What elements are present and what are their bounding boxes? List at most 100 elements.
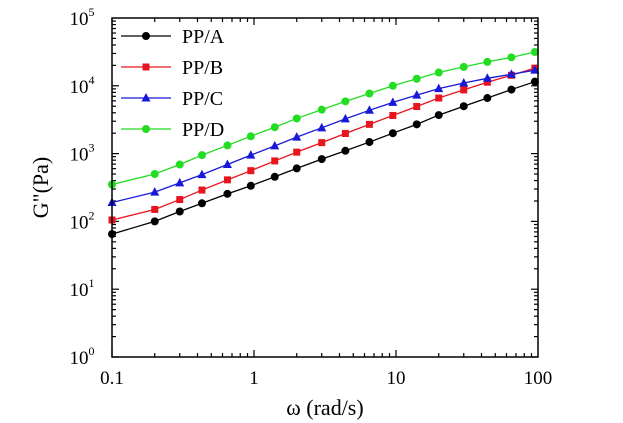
data-point	[292, 132, 302, 141]
data-point	[459, 77, 469, 87]
data-point	[413, 103, 421, 111]
data-point	[507, 85, 516, 94]
series-line	[111, 51, 535, 186]
x-tick-label: 10	[387, 368, 406, 389]
data-point	[317, 155, 326, 164]
data-point	[434, 68, 443, 77]
data-point	[150, 170, 159, 179]
data-point	[197, 151, 206, 160]
data-point	[483, 78, 491, 86]
data-point	[293, 148, 301, 156]
data-point	[412, 74, 421, 83]
data-point	[270, 140, 280, 150]
axis-ticks	[111, 18, 538, 358]
legend-label: PP/B	[182, 57, 223, 79]
data-point	[246, 150, 256, 159]
data-point	[530, 65, 540, 74]
plot-frame	[111, 17, 539, 358]
y-tick-label: 102	[70, 208, 95, 233]
data-point	[483, 57, 492, 66]
data-point	[223, 189, 232, 198]
data-point	[197, 199, 206, 208]
legend-label: PP/D	[182, 119, 224, 141]
y-tick-label: 104	[70, 73, 95, 98]
y-tick-label: 101	[70, 276, 95, 301]
legend-item: PP/B	[121, 57, 223, 79]
series-pp-c	[107, 65, 540, 207]
legend-item: PP/C	[121, 88, 223, 110]
data-point	[341, 129, 349, 137]
data-point	[365, 120, 373, 128]
data-point	[434, 111, 443, 120]
data-point	[317, 105, 326, 114]
data-point	[198, 186, 206, 194]
data-point	[292, 164, 301, 173]
data-point	[530, 77, 539, 86]
legend-marker	[142, 32, 150, 40]
data-point	[388, 97, 398, 106]
data-point	[388, 81, 397, 90]
data-point	[483, 94, 492, 103]
data-point	[175, 207, 184, 216]
data-point	[175, 177, 185, 187]
data-point	[460, 86, 468, 94]
y-tick-label: 100	[70, 344, 95, 369]
data-point	[412, 120, 421, 129]
x-tick-label: 0.1	[100, 368, 124, 389]
data-point	[150, 217, 159, 226]
data-point	[270, 123, 279, 132]
data-point	[389, 111, 397, 119]
data-point	[318, 139, 326, 147]
data-point	[150, 187, 160, 196]
y-tick-label: 105	[70, 5, 95, 30]
y-axis-title: G"(Pa)	[28, 157, 53, 219]
data-point	[340, 113, 350, 123]
axis-labels: 0.1 1 10 100 100 101 102 103 104 105 ω (rad/s) G"(P…	[28, 5, 552, 420]
data-point	[176, 196, 184, 204]
legend-marker	[142, 125, 150, 133]
series-pp-d	[108, 48, 539, 189]
data-point	[317, 122, 327, 132]
data-point	[341, 97, 350, 106]
data-point	[341, 146, 350, 155]
x-tick-label: 100	[524, 368, 553, 389]
data-point	[364, 105, 374, 114]
data-point	[222, 159, 232, 169]
series-line	[111, 67, 536, 221]
legend-item: PP/D	[121, 119, 224, 141]
data-point	[365, 138, 374, 147]
series-pp-a	[108, 77, 539, 239]
data-point	[459, 102, 468, 111]
legend-marker	[142, 63, 150, 71]
legend: PP/A PP/B PP/C PP/D	[121, 26, 225, 141]
legend-label: PP/A	[182, 26, 225, 48]
legend-label: PP/C	[182, 88, 223, 110]
data-point	[530, 48, 539, 57]
x-axis-title: ω (rad/s)	[286, 395, 363, 420]
data-point	[246, 132, 255, 141]
x-tick-label: 1	[249, 368, 259, 389]
data-point	[247, 167, 255, 175]
legend-marker	[141, 93, 151, 102]
data-point	[506, 69, 516, 78]
data-point	[292, 114, 301, 123]
data-point	[507, 53, 516, 62]
data-point	[246, 181, 255, 190]
data-point	[412, 90, 422, 99]
data-point	[197, 169, 207, 179]
data-point	[435, 94, 443, 102]
data-point	[175, 160, 184, 169]
data-point	[434, 83, 444, 93]
y-tick-label: 103	[70, 141, 95, 166]
data-point	[388, 129, 397, 138]
data-point	[223, 176, 231, 184]
data-point	[223, 141, 232, 150]
series-pp-b	[108, 64, 539, 224]
legend-item: PP/A	[121, 26, 225, 48]
data-point	[151, 205, 159, 213]
data-point	[271, 157, 279, 165]
data-point	[459, 62, 468, 71]
data-point	[482, 73, 492, 82]
series-line	[111, 69, 535, 204]
